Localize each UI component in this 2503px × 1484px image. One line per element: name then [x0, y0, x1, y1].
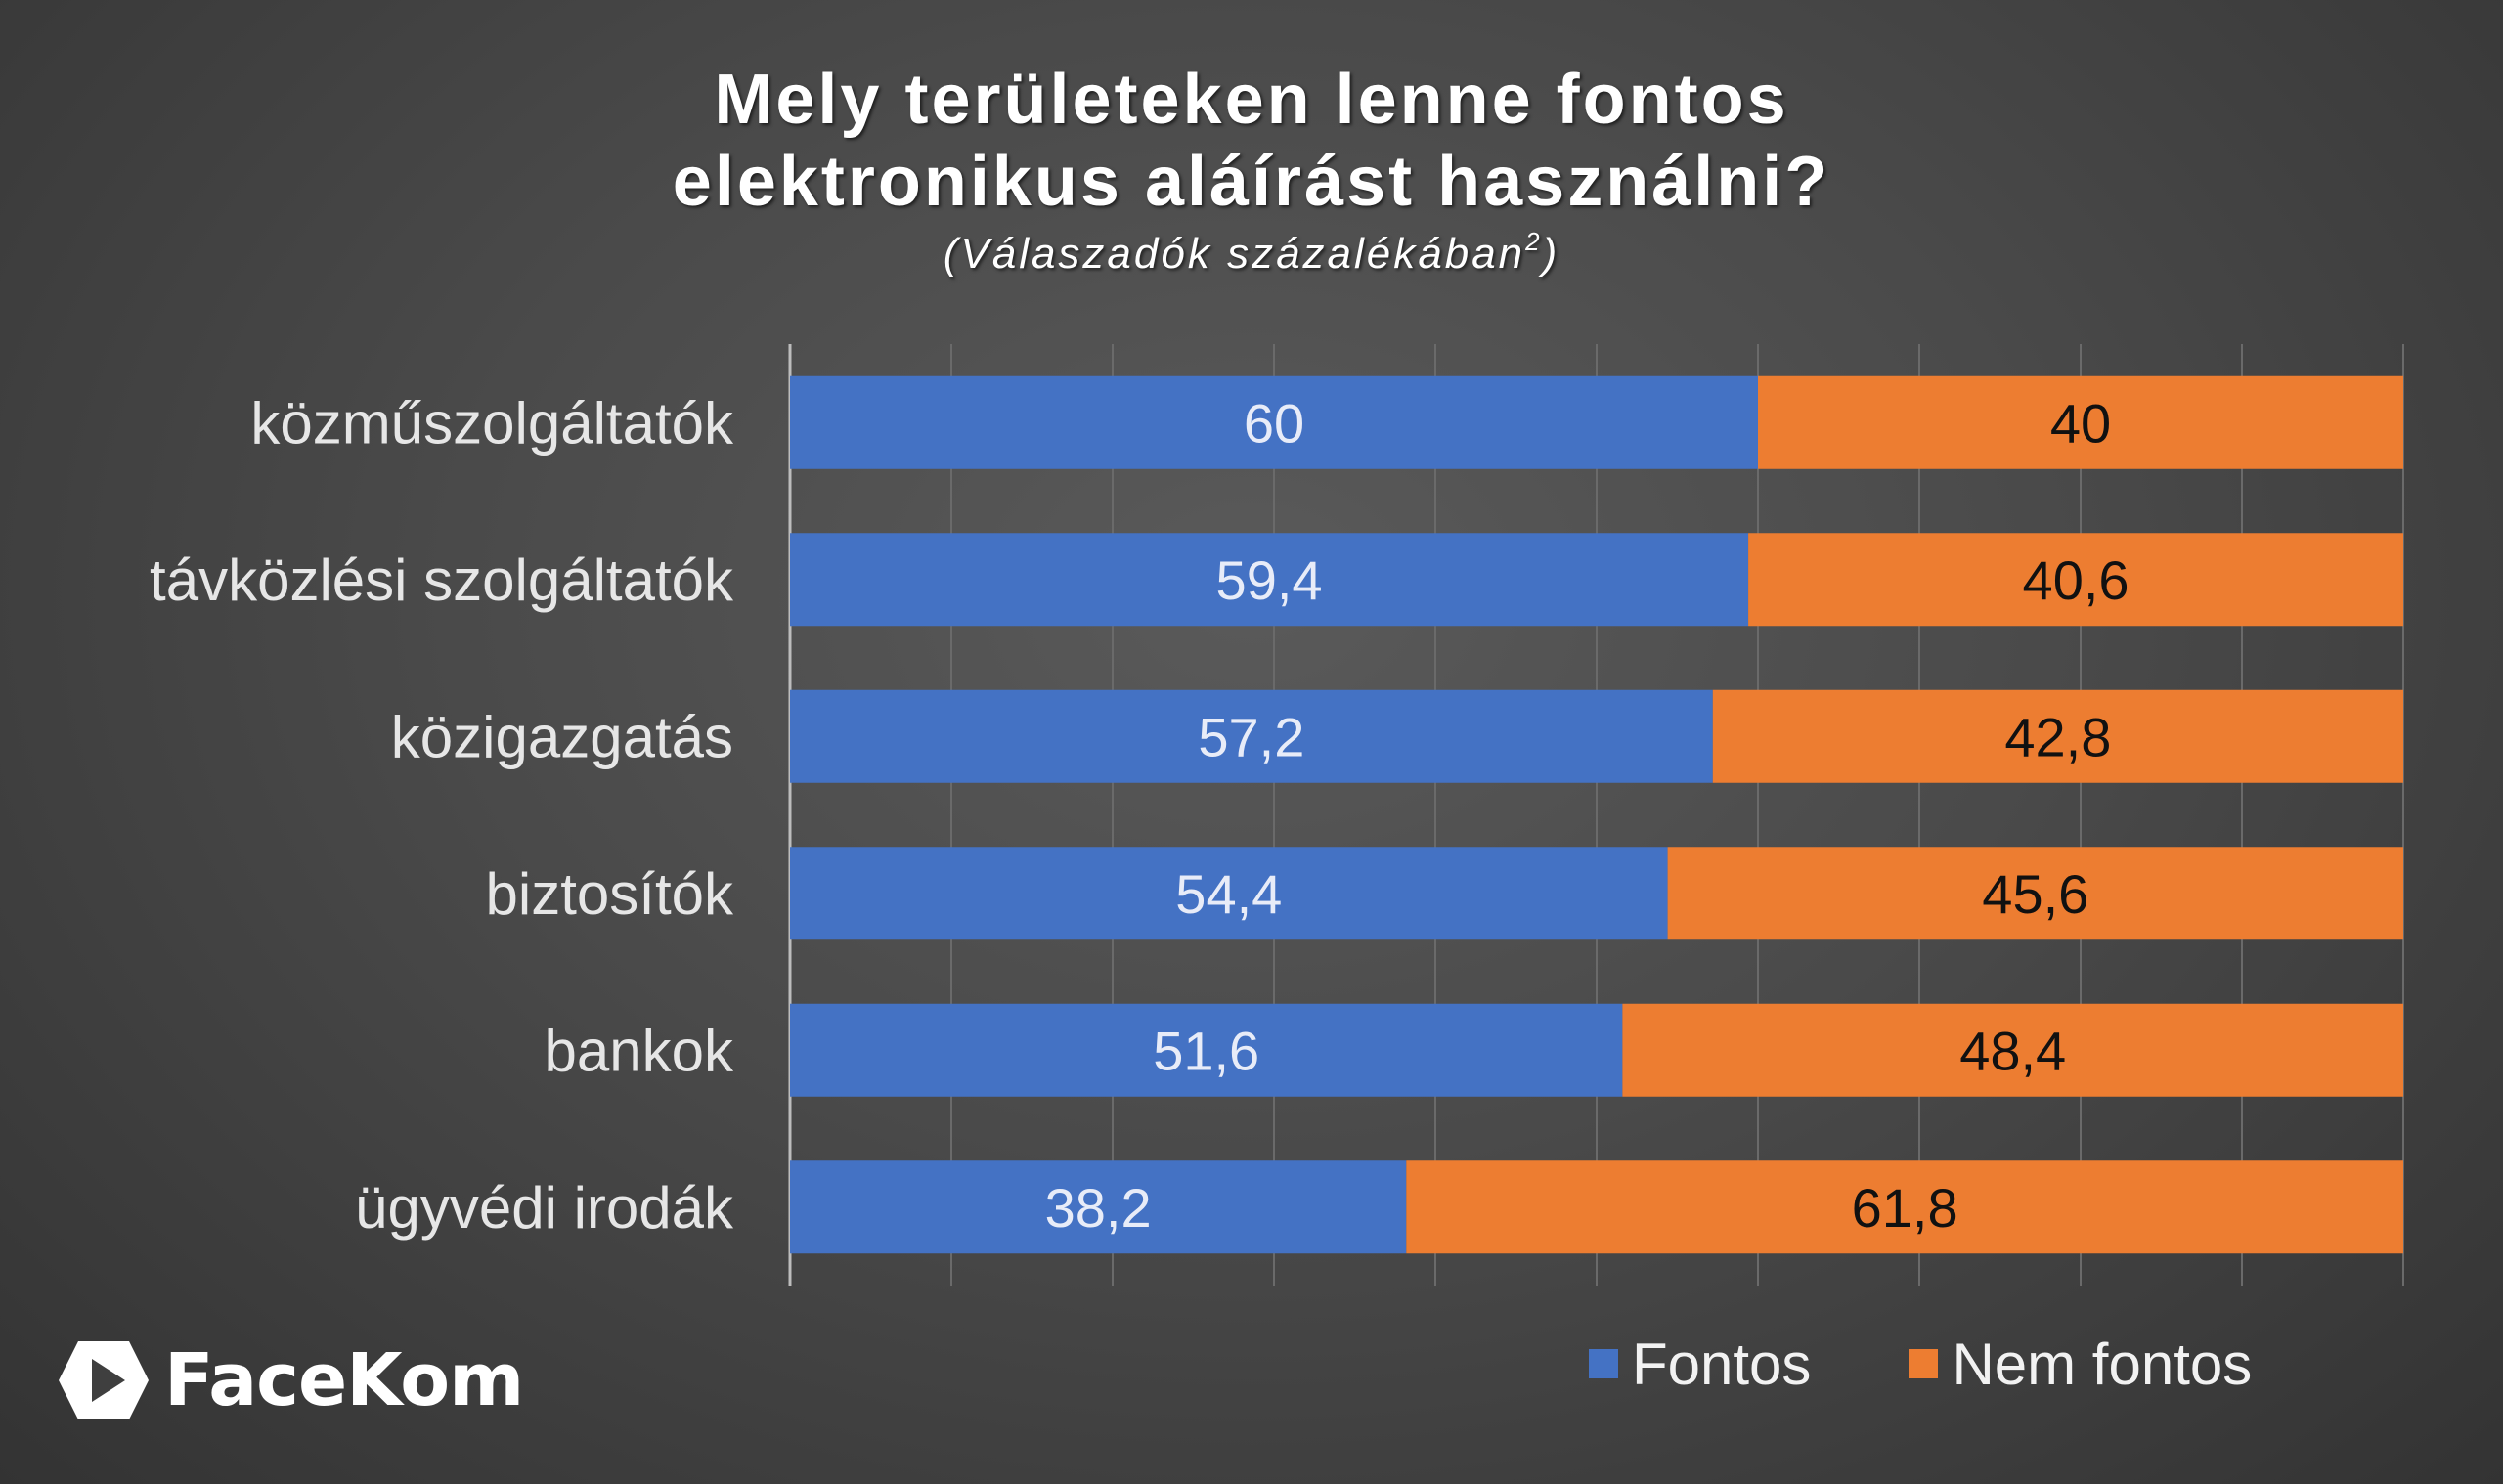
data-label: 42,8 — [2004, 706, 2111, 767]
subtitle-superscript: 2 — [1525, 227, 1543, 256]
subtitle-end: ) — [1542, 230, 1560, 278]
legend: Fontos Nem fontos — [1589, 1325, 2252, 1403]
data-label: 51,6 — [1153, 1020, 1259, 1081]
category-label: bankok — [545, 1018, 734, 1083]
legend-item-nem-fontos: Nem fontos — [1909, 1331, 2252, 1398]
bars: 60 40 59,4 40,6 57,2 42,8 54,4 45,6 51,6 48,4 38,2… — [790, 375, 2403, 1254]
bar-fontos — [790, 847, 1668, 940]
chart-title-line2: elektronikus aláírást használni? — [672, 143, 1831, 221]
facekom-logo: FaceKom — [57, 1337, 524, 1423]
category-label: biztosítók — [486, 861, 734, 927]
category-labels: közműszolgáltatók távközlési szolgáltatók… — [150, 390, 734, 1241]
legend-label-nem-fontos: Nem fontos — [1952, 1331, 2253, 1397]
bar-nem-fontos — [1667, 847, 2403, 940]
data-label: 40 — [2050, 392, 2111, 454]
category-label: ügyvédi irodák — [355, 1175, 734, 1241]
subtitle-text: (Válaszadók százalékában — [943, 230, 1526, 278]
chart-subtitle: (Válaszadók százalékában2) — [0, 227, 2503, 279]
bar-fontos — [790, 1160, 1407, 1254]
bar-fontos — [790, 533, 1749, 627]
bar-fontos — [790, 375, 1758, 469]
legend-label-fontos: Fontos — [1632, 1331, 1812, 1397]
chart-title: Mely területeken lenne fontos elektronik… — [0, 59, 2503, 223]
data-label: 40,6 — [2023, 549, 2130, 611]
bar-fontos — [790, 689, 1713, 783]
category-label: közműszolgáltatók — [250, 390, 734, 456]
legend-item-fontos: Fontos — [1589, 1331, 1811, 1398]
chart-title-line1: Mely területeken lenne fontos — [714, 61, 1789, 139]
data-label: 54,4 — [1175, 863, 1282, 925]
data-label: 59,4 — [1216, 549, 1323, 611]
gridlines — [788, 344, 2404, 1286]
bar-nem-fontos — [1712, 689, 2403, 783]
data-label: 61,8 — [1852, 1177, 1958, 1239]
data-label: 45,6 — [1982, 863, 2088, 925]
data-label: 60 — [1244, 392, 1304, 454]
bar-nem-fontos — [1748, 533, 2403, 627]
data-label: 38,2 — [1045, 1177, 1152, 1239]
logo-text: FaceKom — [164, 1338, 524, 1422]
bar-nem-fontos — [1622, 1003, 2403, 1097]
bar-nem-fontos — [1406, 1160, 2403, 1254]
legend-swatch-nem-fontos — [1909, 1349, 1939, 1378]
category-label: távközlési szolgáltatók — [150, 547, 734, 613]
bar-fontos — [790, 1003, 1623, 1097]
data-label: 48,4 — [1959, 1020, 2066, 1081]
bar-nem-fontos — [1758, 375, 2403, 469]
data-label: 57,2 — [1198, 706, 1304, 767]
legend-swatch-fontos — [1589, 1349, 1618, 1378]
play-icon — [59, 1341, 149, 1419]
category-label: közigazgatás — [391, 704, 733, 769]
